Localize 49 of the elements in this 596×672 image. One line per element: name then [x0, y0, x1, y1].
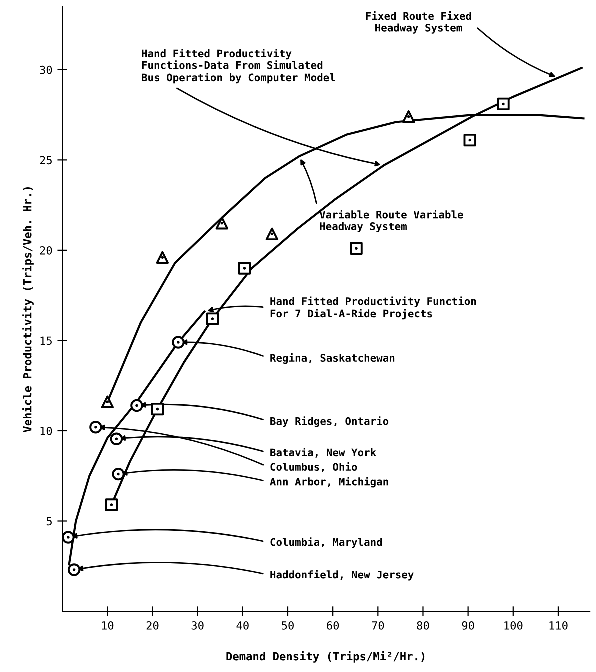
annotation: Variable Route Variable Headway System — [320, 210, 464, 232]
y-axis-title: Vehicle Productivity (Trips/Veh. Hr.) — [22, 187, 34, 433]
point — [101, 396, 114, 408]
point — [130, 399, 144, 412]
point — [172, 336, 185, 349]
annotation: Fixed Route Fixed Headway System — [366, 12, 472, 34]
x-axis-title: Demand Density (Trips/Mi²/Hr.) — [226, 652, 425, 663]
annotation: Haddonfield, New Jersey — [270, 570, 414, 581]
point — [62, 531, 75, 544]
point — [151, 402, 164, 416]
annotation: Bay Ridges, Ontario — [270, 416, 389, 428]
y-tick-label: 15 — [40, 336, 52, 346]
x-tick-label: 50 — [282, 621, 294, 630]
point — [90, 421, 102, 434]
point — [216, 217, 229, 230]
y-tick-label: 20 — [40, 246, 52, 255]
x-tick-label: 90 — [462, 621, 474, 630]
point — [497, 98, 510, 111]
point — [68, 564, 81, 576]
y-tick-label: 5 — [46, 517, 52, 526]
annotation: Regina, Saskatchewan — [270, 353, 395, 364]
x-tick-label: 80 — [417, 621, 430, 630]
point — [238, 262, 252, 275]
x-tick-label: 70 — [372, 621, 384, 630]
point — [110, 432, 124, 446]
annotation: Hand Fitted Productivity Function For 7 Dial-A-Ride Projects — [270, 296, 476, 320]
point — [402, 110, 416, 124]
y-tick-label: 10 — [40, 426, 52, 436]
x-tick-label: 20 — [146, 621, 159, 630]
annotation: Ann Arbor, Michigan — [270, 477, 388, 488]
annotation: Hand Fitted Productivity Functions-Data From Simulated Bus Operation by Computer Model — [142, 48, 336, 84]
x-tick-label: 10 — [102, 621, 114, 630]
x-tick-label: 110 — [550, 621, 568, 630]
annotation: Batavia, New York — [270, 448, 376, 458]
annotation: Columbia, Maryland — [270, 538, 382, 548]
x-tick-label: 40 — [236, 621, 249, 630]
x-tick-label: 60 — [327, 621, 340, 630]
point — [105, 498, 118, 512]
y-tick-label: 25 — [40, 156, 52, 165]
annotation: Columbus, Ohio — [270, 462, 358, 472]
point — [350, 242, 363, 255]
point — [156, 251, 170, 264]
point — [112, 468, 125, 481]
y-tick-label: 30 — [40, 66, 52, 74]
x-tick-label: 30 — [192, 621, 204, 630]
point — [464, 134, 476, 147]
point — [206, 312, 220, 326]
point — [266, 228, 279, 241]
x-tick-label: 100 — [504, 621, 523, 630]
